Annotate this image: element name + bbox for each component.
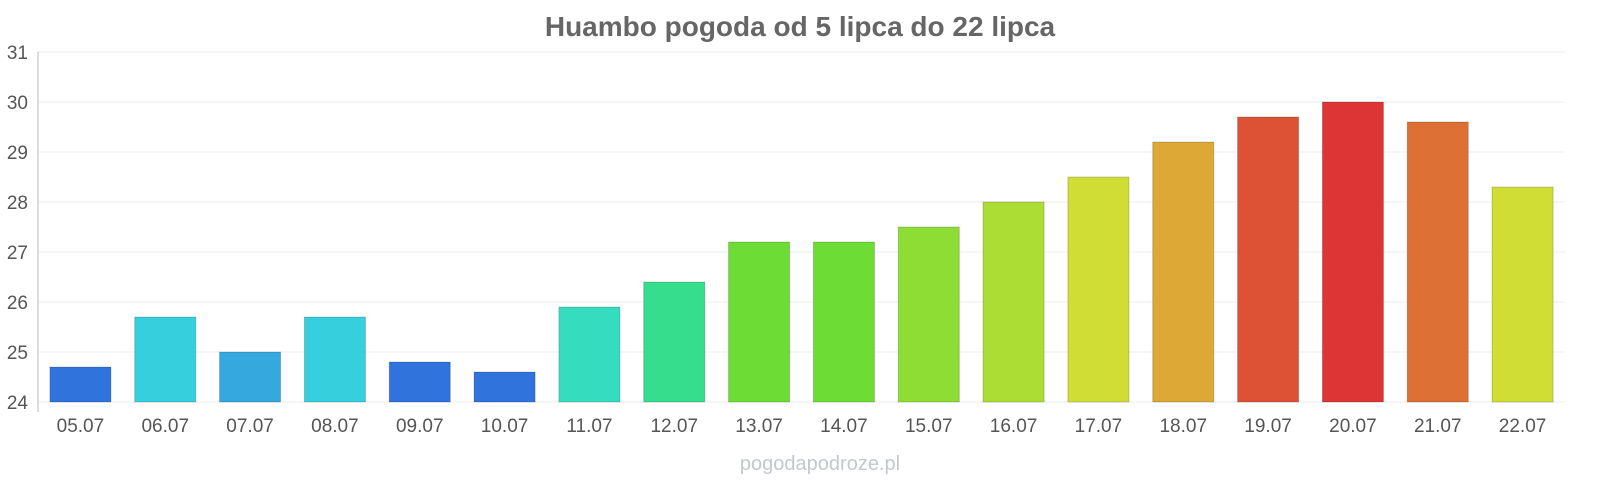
x-tick-label: 16.07 [990, 416, 1038, 437]
y-tick-label: 26 [7, 293, 28, 314]
x-tick-label: 06.07 [141, 416, 189, 437]
watermark: pogodapodroze.pl [740, 453, 900, 475]
x-tick-label: 05.07 [57, 416, 105, 437]
bar-07.07[interactable] [219, 351, 282, 403]
x-tick-label: 11.07 [566, 416, 612, 437]
x-tick-label: 07.07 [226, 416, 274, 437]
bar-16.07[interactable] [982, 201, 1045, 403]
x-tick-label: 14.07 [820, 416, 868, 437]
x-tick-label: 21.07 [1414, 416, 1462, 437]
bar-08.07[interactable] [303, 316, 366, 403]
bar-06.07[interactable] [134, 316, 197, 403]
x-tick-label: 18.07 [1159, 416, 1207, 437]
y-tick-label: 31 [7, 43, 28, 64]
x-tick-label: 22.07 [1499, 416, 1547, 437]
x-tick-label: 20.07 [1329, 416, 1377, 437]
y-tick-label: 29 [7, 143, 28, 164]
x-tick-label: 12.07 [650, 416, 698, 437]
x-tick-label: 19.07 [1244, 416, 1292, 437]
bar-17.07[interactable] [1067, 176, 1130, 403]
x-tick-label: 10.07 [481, 416, 529, 437]
y-axis-ticks: 24 25 26 27 28 29 30 31 [7, 43, 29, 414]
bar-22.07[interactable] [1491, 186, 1554, 403]
y-tick-label: 28 [7, 193, 28, 214]
bar-13.07[interactable] [728, 241, 791, 403]
y-tick-label: 30 [7, 93, 28, 114]
y-tick-label: 25 [7, 343, 28, 364]
bar-21.07[interactable] [1406, 121, 1469, 403]
bar-20.07[interactable] [1321, 101, 1384, 403]
x-tick-label: 09.07 [396, 416, 444, 437]
bar-18.07[interactable] [1152, 141, 1215, 403]
x-tick-label: 17.07 [1075, 416, 1123, 437]
bar-10.07[interactable] [473, 371, 536, 403]
bar-19.07[interactable] [1237, 116, 1300, 403]
chart-title: Huambo pogoda od 5 lipca do 22 lipca [545, 11, 1056, 42]
bar-14.07[interactable] [812, 241, 875, 403]
bars [49, 101, 1554, 403]
y-tick-label: 27 [7, 243, 28, 264]
bar-11.07[interactable] [558, 306, 621, 403]
gridlines [38, 51, 1565, 403]
x-tick-label: 15.07 [905, 416, 953, 437]
bar-15.07[interactable] [897, 226, 960, 403]
bar-12.07[interactable] [643, 281, 706, 403]
y-tick-label: 24 [7, 393, 29, 414]
x-tick-label: 08.07 [311, 416, 359, 437]
bar-09.07[interactable] [388, 361, 451, 403]
bar-05.07[interactable] [49, 366, 112, 403]
x-axis-ticks: 05.07 06.07 07.07 08.07 09.07 10.07 11.07 12.07… [57, 416, 1547, 437]
x-tick-label: 13.07 [735, 416, 783, 437]
